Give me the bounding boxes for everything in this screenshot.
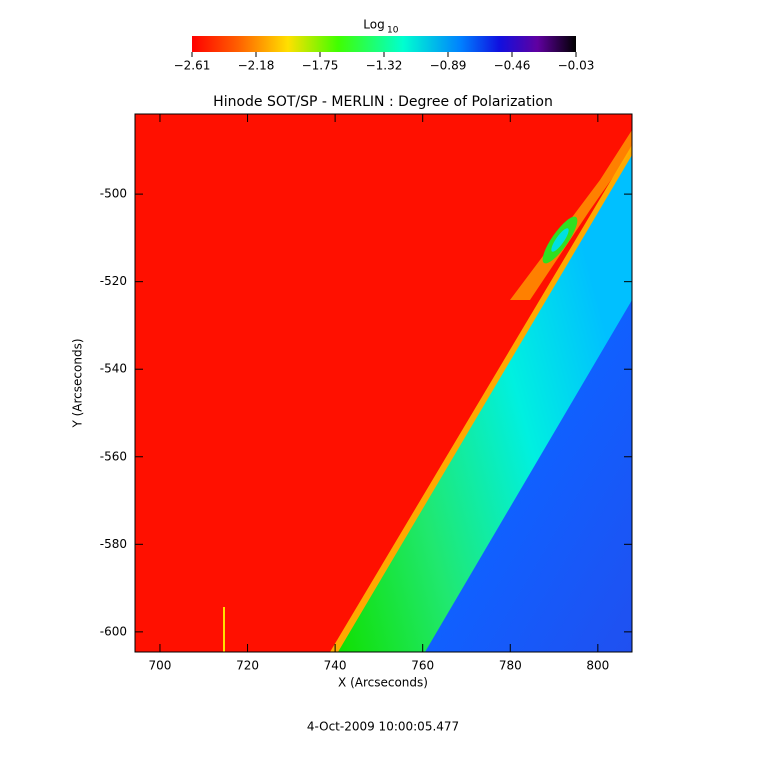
colorbar bbox=[192, 36, 576, 52]
colorbar-tick-label: −0.03 bbox=[558, 59, 595, 73]
active-region-peak bbox=[551, 228, 569, 252]
chart-title: Hinode SOT/SP - MERLIN : Degree of Polar… bbox=[213, 94, 553, 110]
x-tick-label: 780 bbox=[499, 659, 522, 673]
colorbar-tick-label: −1.75 bbox=[302, 59, 339, 73]
colorbar-tick-label: −2.61 bbox=[174, 59, 211, 73]
x-tick-label: 720 bbox=[236, 659, 259, 673]
plot-frame bbox=[134, 113, 633, 653]
y-tick-label: -520 bbox=[100, 274, 127, 288]
date-label: 4-Oct-2009 10:00:05.477 bbox=[307, 720, 459, 734]
y-tick-label: -540 bbox=[100, 362, 127, 376]
y-tick-label: -600 bbox=[100, 624, 127, 638]
colorbar-label-subscript: 10 bbox=[387, 26, 399, 36]
x-tick-label: 740 bbox=[324, 659, 347, 673]
y-axis-label: Y (Arcseconds) bbox=[71, 338, 85, 428]
colorbar-tick-label: −0.89 bbox=[430, 59, 467, 73]
colorbar-tick-label: −1.32 bbox=[366, 59, 403, 73]
colorbar-label: Log bbox=[363, 18, 384, 32]
colorbar-tick-label: −0.46 bbox=[494, 59, 531, 73]
colorbar-tick-label: −2.18 bbox=[238, 59, 275, 73]
y-tick-label: -560 bbox=[100, 449, 127, 463]
image bbox=[135, 114, 632, 652]
y-tick-label: -580 bbox=[100, 537, 127, 551]
x-axis-label: X (Arcseconds) bbox=[338, 676, 428, 690]
x-tick-label: 700 bbox=[149, 659, 172, 673]
off-limb bbox=[425, 300, 632, 652]
x-tick-label: 760 bbox=[411, 659, 434, 673]
x-tick-label: 800 bbox=[586, 659, 609, 673]
y-tick-label: -500 bbox=[100, 187, 127, 201]
